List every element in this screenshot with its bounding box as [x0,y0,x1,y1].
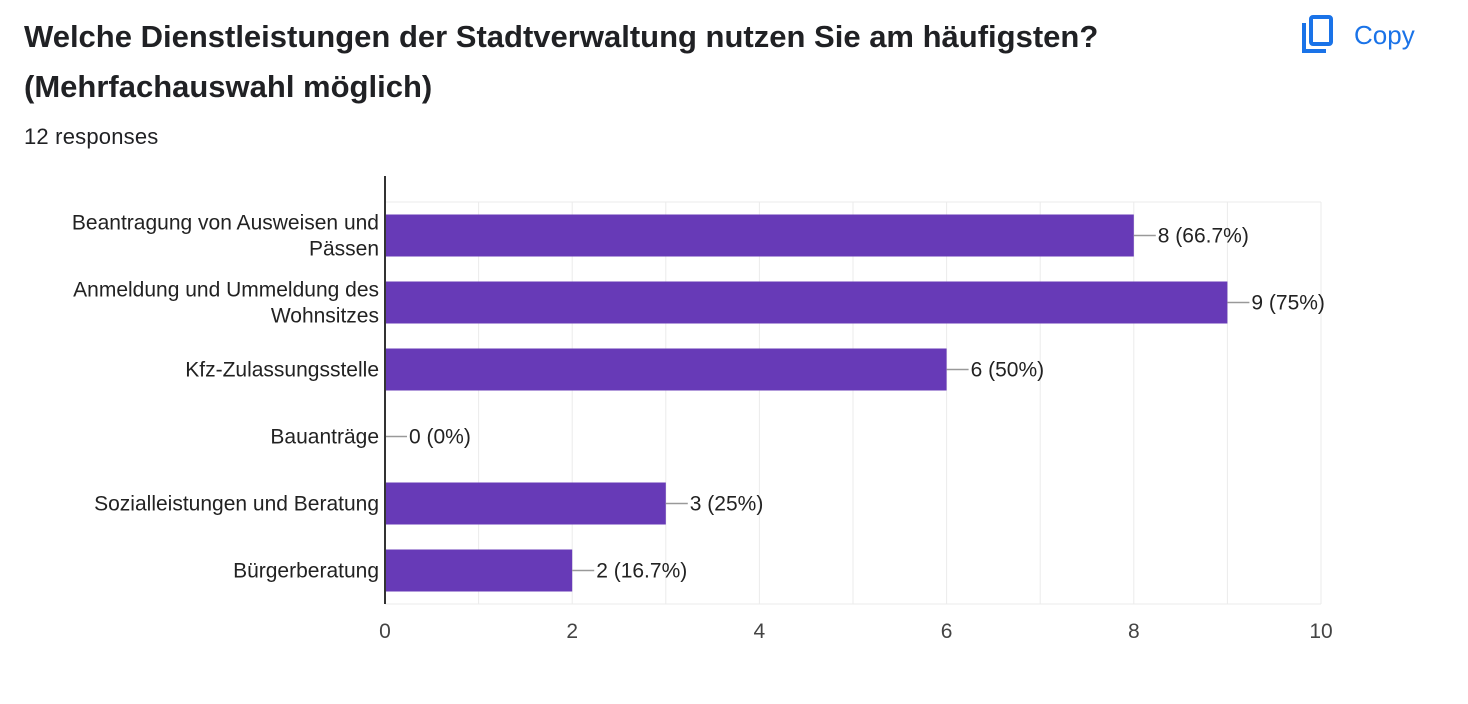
x-tick-label: 8 [1128,620,1140,643]
x-tick-label: 4 [754,620,766,643]
category-label: Anmeldung und Ummeldung des [73,279,379,302]
data-label: 6 (50%) [971,359,1045,382]
x-tick-label: 6 [941,620,953,643]
category-label: Sozialleistungen und Beratung [94,493,379,516]
bar-chart: 0 2 4 6 8 10 Beantragung von Ausweisen und Päss… [72,176,1333,643]
copy-icon [1300,15,1334,55]
copy-label: Copy [1354,19,1415,50]
category-label: Bürgerberatung [233,560,379,583]
category-label: Wohnsitzes [271,305,379,328]
x-tick-label: 0 [379,620,391,643]
bar [385,348,947,391]
x-tick-label: 2 [566,620,578,643]
data-label: 2 (16.7%) [596,560,687,583]
category-label: Bauanträge [270,426,379,449]
question-title: Welche Dienstleistungen der Stadtverwalt… [24,19,1099,104]
bar [385,281,1228,324]
bar [385,214,1134,257]
data-label: 0 (0%) [409,426,471,449]
bar [385,549,573,592]
bar [385,482,666,525]
x-tick-label: 10 [1309,620,1332,643]
category-label: Kfz-Zulassungsstelle [185,359,379,382]
category-label: Beantragung von Ausweisen und [72,212,379,235]
copy-button[interactable]: Copy [1300,12,1446,58]
data-label: 8 (66.7%) [1158,225,1249,248]
data-label: 9 (75%) [1251,292,1325,315]
category-label: Pässen [309,238,379,261]
response-count: 12 responses [24,124,159,149]
data-label: 3 (25%) [690,493,764,516]
chart-area: 0 2 4 6 8 10 Beantragung von Ausweisen und Päss… [0,160,1468,680]
